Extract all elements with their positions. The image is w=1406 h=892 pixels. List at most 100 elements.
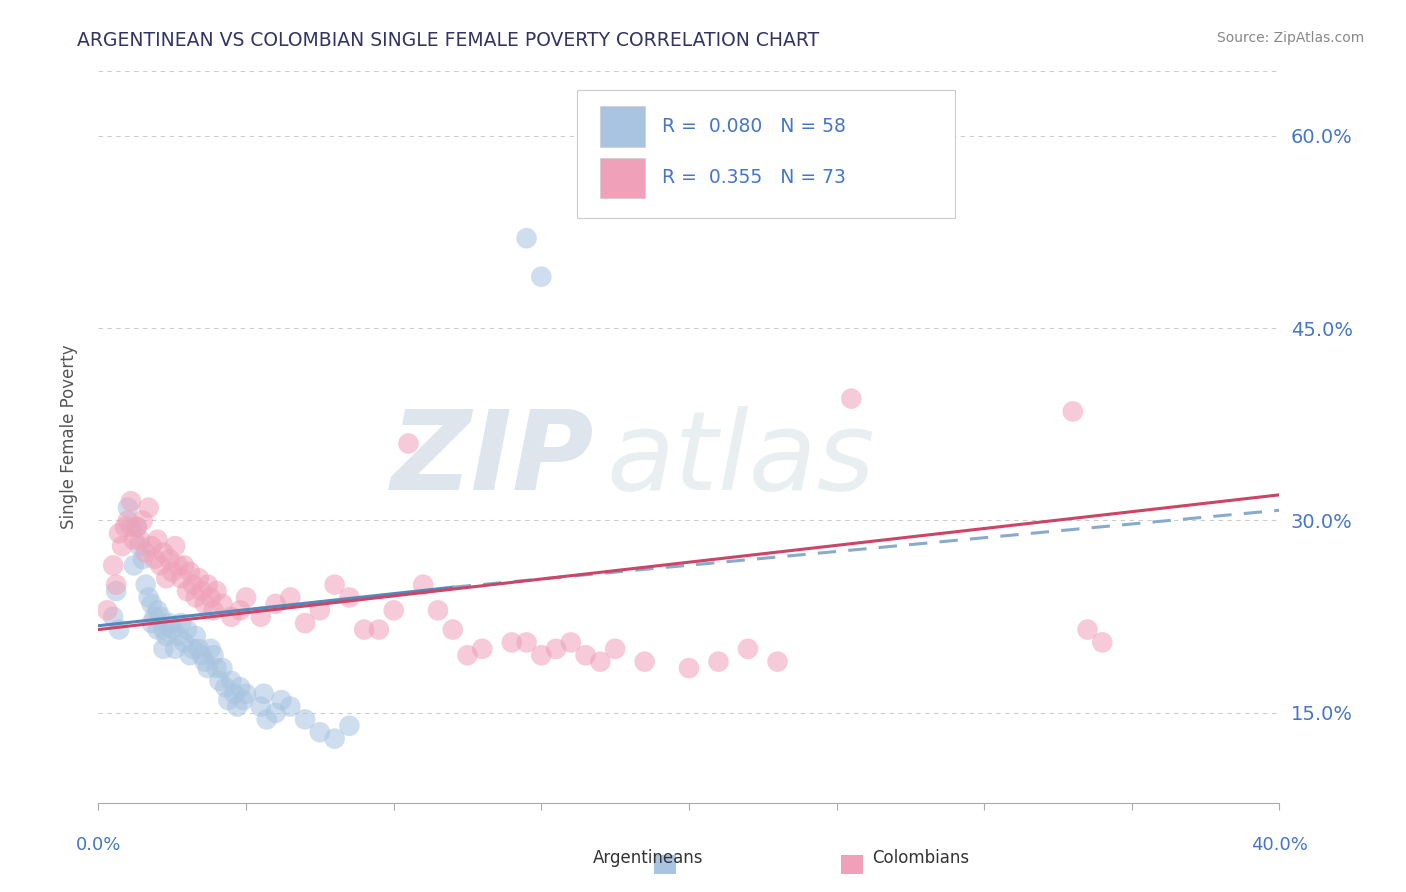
Point [108, 623, 131, 637]
Point [197, 577, 219, 591]
Point [560, 635, 582, 649]
Point [589, 655, 612, 669]
Point [125, 520, 148, 534]
Point [516, 635, 538, 649]
Point [103, 558, 125, 573]
Point [516, 231, 538, 245]
Point [111, 539, 134, 553]
Point [181, 577, 204, 591]
FancyBboxPatch shape [576, 90, 955, 218]
Point [280, 699, 302, 714]
Point [187, 641, 209, 656]
Y-axis label: Single Female Poverty: Single Female Poverty [59, 345, 77, 529]
Point [191, 584, 214, 599]
Point [1062, 404, 1084, 418]
Point [157, 552, 180, 566]
Point [253, 687, 276, 701]
Point [194, 655, 217, 669]
Point [179, 648, 201, 663]
Point [173, 558, 195, 573]
Point [184, 629, 207, 643]
Text: 0.0%: 0.0% [76, 836, 121, 854]
Point [221, 673, 243, 688]
Point [176, 623, 198, 637]
Point [707, 655, 730, 669]
Point [132, 514, 155, 528]
Point [232, 693, 254, 707]
Point [441, 623, 464, 637]
Point [125, 520, 148, 534]
Point [353, 623, 375, 637]
Point [368, 623, 391, 637]
Point [173, 635, 195, 649]
Point [152, 545, 174, 559]
Point [457, 648, 479, 663]
Point [152, 623, 174, 637]
Point [229, 681, 252, 695]
Point [170, 616, 193, 631]
Point [1077, 623, 1099, 637]
Point [117, 500, 139, 515]
Point [530, 648, 553, 663]
Point [766, 655, 789, 669]
Point [205, 661, 228, 675]
Point [398, 436, 420, 450]
Point [128, 539, 150, 553]
Point [270, 693, 292, 707]
Point [530, 269, 553, 284]
Point [323, 577, 346, 591]
Point [165, 641, 187, 656]
Point [202, 603, 225, 617]
Point [382, 603, 405, 617]
Point [226, 699, 249, 714]
Point [96, 603, 118, 617]
Point [176, 584, 198, 599]
Point [135, 577, 157, 591]
Text: Source: ZipAtlas.com: Source: ZipAtlas.com [1216, 31, 1364, 45]
Point [224, 687, 246, 701]
Point [256, 712, 278, 726]
Point [309, 725, 332, 739]
Point [155, 571, 177, 585]
Point [167, 558, 190, 573]
Point [678, 661, 700, 675]
Point [167, 629, 190, 643]
Point [128, 533, 150, 547]
Point [170, 571, 193, 585]
Point [114, 520, 136, 534]
Point [122, 558, 145, 573]
Point [141, 539, 163, 553]
Point [146, 603, 169, 617]
Text: ARGENTINEAN VS COLOMBIAN SINGLE FEMALE POVERTY CORRELATION CHART: ARGENTINEAN VS COLOMBIAN SINGLE FEMALE P… [77, 31, 820, 50]
Point [157, 616, 180, 631]
Point [117, 514, 139, 528]
Point [309, 603, 332, 617]
Point [146, 623, 169, 637]
Text: Argentineans: Argentineans [592, 849, 703, 867]
Point [143, 552, 166, 566]
Point [141, 597, 163, 611]
Point [546, 641, 568, 656]
Point [105, 577, 128, 591]
Point [264, 597, 287, 611]
Point [235, 591, 257, 605]
Point [427, 603, 450, 617]
Point [179, 565, 201, 579]
Point [191, 648, 214, 663]
Point [205, 584, 228, 599]
Point [202, 648, 225, 663]
Text: ZIP: ZIP [391, 406, 595, 513]
FancyBboxPatch shape [600, 106, 645, 146]
Point [211, 597, 233, 611]
Point [1091, 635, 1114, 649]
Point [135, 545, 157, 559]
Point [162, 565, 183, 579]
FancyBboxPatch shape [600, 158, 645, 198]
Point [141, 616, 163, 631]
Point [294, 616, 316, 631]
Point [105, 584, 128, 599]
Point [214, 681, 236, 695]
Point [221, 609, 243, 624]
Point [194, 597, 217, 611]
Point [149, 609, 172, 624]
